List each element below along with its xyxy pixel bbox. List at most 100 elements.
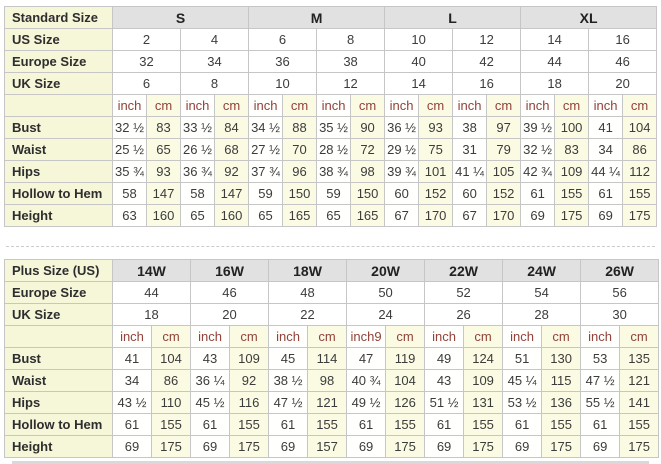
measurement-value-cell: 121	[619, 369, 660, 392]
measurement-value-cell: 61	[520, 182, 556, 205]
row-label: UK Size	[4, 303, 113, 326]
measurement-value-cell: 155	[463, 413, 504, 436]
unit-header-cell: cm	[541, 325, 582, 348]
measurement-value-cell: 109	[554, 160, 590, 183]
row-label: Height	[4, 435, 113, 458]
measurement-value-cell: 175	[554, 204, 590, 227]
unit-row: inch cm inch cm inch cm inch cm inch cm inch cm inch…	[4, 94, 658, 117]
measurement-value-cell: 60	[452, 182, 488, 205]
measurement-value-cell: 61	[112, 413, 152, 436]
measurement-value-cell: 49	[424, 347, 465, 370]
size-value-cell: 2	[112, 28, 181, 51]
size-value-cell: 18	[111, 303, 192, 326]
row-label: Waist	[4, 369, 113, 392]
unit-header-cell: inch	[316, 94, 352, 117]
measurement-value-cell: 47 ½	[580, 369, 621, 392]
row-label: Europe Size	[4, 281, 113, 304]
measurement-value-cell: 44 ¼	[588, 160, 624, 183]
row-label-empty	[4, 94, 113, 117]
measurement-value-cell: 65	[146, 138, 181, 161]
size-value-cell: 8	[179, 72, 250, 95]
measurement-value-cell: 112	[622, 160, 658, 183]
size-value-cell: 30	[580, 303, 660, 326]
measurement-value-cell: 47 ½	[268, 391, 309, 414]
size-value-cell: 12	[316, 72, 386, 95]
dashed-divider	[6, 246, 655, 247]
measurement-value-cell: 79	[486, 138, 522, 161]
measurement-value-cell: 121	[307, 391, 348, 414]
measurement-value-cell: 155	[307, 413, 348, 436]
measurement-value-cell: 28 ½	[316, 138, 352, 161]
size-value-cell: 28	[502, 303, 582, 326]
size-value-cell: 18	[520, 72, 590, 95]
measurement-value-cell: 65	[316, 204, 352, 227]
measurement-value-cell: 69	[424, 435, 465, 458]
row-label: Hollow to Hem	[4, 182, 113, 205]
measurement-value-cell: 69	[520, 204, 556, 227]
unit-header-cell: inch	[384, 94, 420, 117]
measurement-value-cell: 92	[213, 160, 250, 183]
measurement-value-cell: 152	[418, 182, 454, 205]
measurement-value-cell: 104	[385, 369, 426, 392]
measurement-value-cell: 141	[619, 391, 660, 414]
measurement-value-cell: 98	[307, 369, 348, 392]
size-value-cell: 34	[179, 50, 250, 73]
size-value-cell: 40	[384, 50, 454, 73]
measurement-value-cell: 131	[463, 391, 504, 414]
measurement-value-cell: 152	[486, 182, 522, 205]
size-value-cell: 22	[268, 303, 348, 326]
measurement-value-cell: 116	[229, 391, 270, 414]
measurement-value-cell: 61	[424, 413, 465, 436]
measurement-value-cell: 67	[452, 204, 488, 227]
measurement-row: Hollow to Hem 58 147 58 147 59 150 59 150 60 152 60…	[4, 182, 658, 205]
measurement-value-cell: 165	[350, 204, 386, 227]
measurement-value-cell: 175	[619, 435, 660, 458]
measurement-row: Hips 43 ½ 110 45 ½ 116 47 ½ 121 49 ½ 126 51 ½ 131 5…	[4, 391, 660, 414]
measurement-value-cell: 69	[346, 435, 387, 458]
size-column-header: S	[111, 6, 250, 29]
size-column-header: 26W	[580, 259, 660, 282]
measurement-value-cell: 69	[588, 204, 624, 227]
size-value-cell: 44	[520, 50, 590, 73]
size-value-cell: 16	[588, 28, 658, 51]
unit-header-cell: inch	[248, 94, 284, 117]
bottom-edge-line	[12, 461, 649, 464]
measurement-value-cell: 53 ½	[502, 391, 543, 414]
measurement-value-cell: 119	[385, 347, 426, 370]
measurement-value-cell: 175	[541, 435, 582, 458]
measurement-value-cell: 104	[622, 116, 658, 139]
measurement-value-cell: 41 ¼	[452, 160, 488, 183]
measurement-value-cell: 175	[463, 435, 504, 458]
measurement-value-cell: 32 ½	[112, 116, 147, 139]
size-value-cell: 54	[502, 281, 582, 304]
meta-row: UK Size 18 20 22 24 26 28 30	[4, 303, 660, 326]
table-title-cell: Standard Size	[4, 6, 113, 29]
size-column-header: 24W	[502, 259, 582, 282]
size-value-cell: 20	[588, 72, 658, 95]
meta-row: Europe Size 32 34 36 38 40 42 44 46	[4, 50, 658, 73]
measurement-value-cell: 83	[554, 138, 590, 161]
measurement-value-cell: 34 ½	[248, 116, 284, 139]
measurement-value-cell: 72	[350, 138, 386, 161]
measurement-value-cell: 155	[554, 182, 590, 205]
unit-header-cell: cm	[350, 94, 386, 117]
size-value-cell: 4	[179, 28, 250, 51]
measurement-value-cell: 49 ½	[346, 391, 387, 414]
unit-header-cell: cm	[554, 94, 590, 117]
meta-row: US Size 2 4 6 8 10 12 14 16	[4, 28, 658, 51]
measurement-value-cell: 38 ¾	[316, 160, 352, 183]
size-column-header: 20W	[346, 259, 426, 282]
size-value-cell: 24	[346, 303, 426, 326]
measurement-row: Height 69 175 69 175 69 157 69 175 69 175 69 175 69 17…	[4, 435, 660, 458]
row-label: Bust	[4, 347, 113, 370]
measurement-value-cell: 109	[229, 347, 270, 370]
measurement-value-cell: 61	[588, 182, 624, 205]
measurement-value-cell: 38 ½	[268, 369, 309, 392]
measurement-value-cell: 61	[346, 413, 387, 436]
size-value-cell: 20	[190, 303, 270, 326]
size-value-cell: 12	[452, 28, 522, 51]
measurement-value-cell: 130	[541, 347, 582, 370]
row-label: Hips	[4, 391, 113, 414]
unit-header-cell: inch	[580, 325, 621, 348]
measurement-value-cell: 32 ½	[520, 138, 556, 161]
